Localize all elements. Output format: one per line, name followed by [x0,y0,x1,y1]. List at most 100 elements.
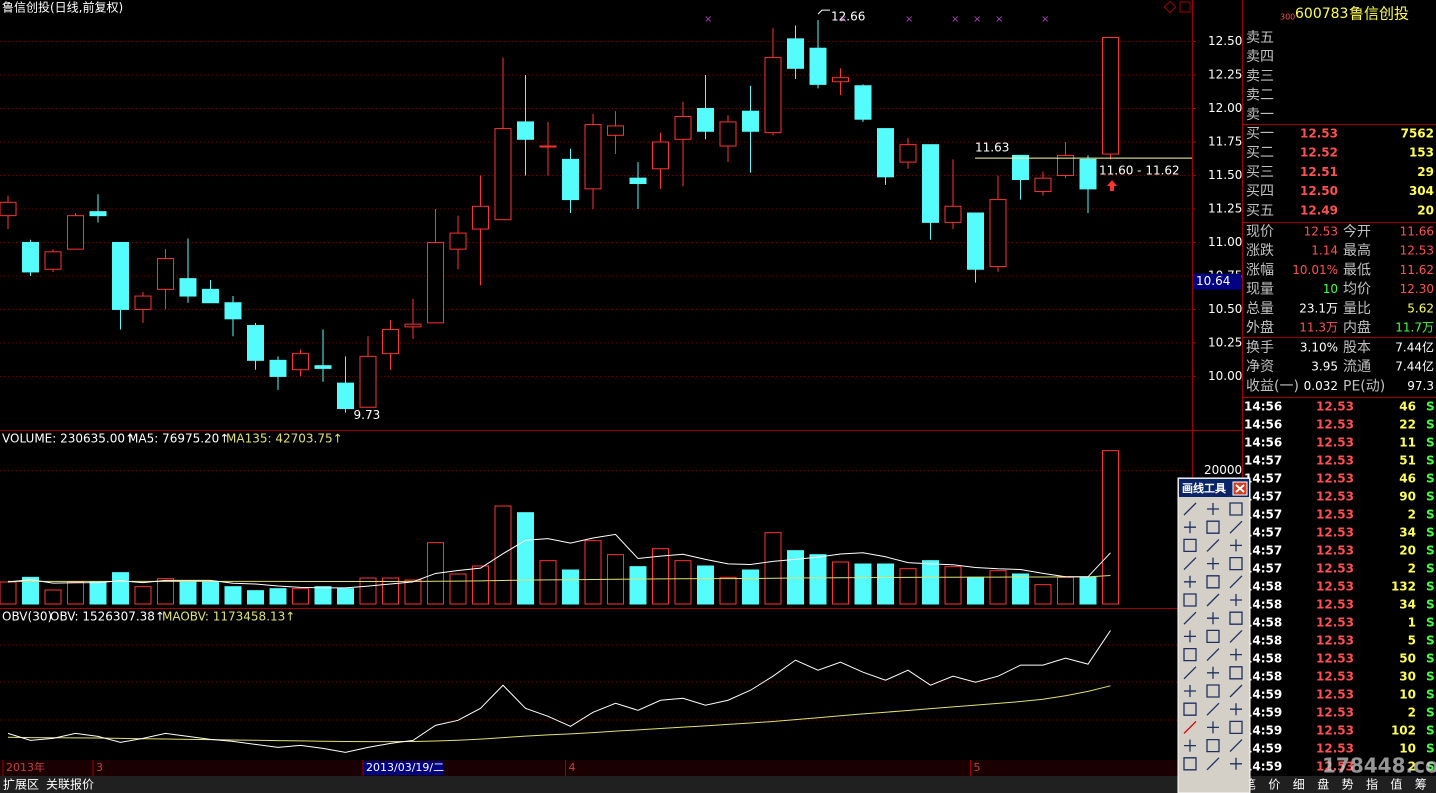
icon-window[interactable] [1179,1,1191,13]
tool-icon[interactable] [1229,720,1243,735]
right-tab[interactable]: 值 [1390,777,1402,792]
icon-diamond[interactable] [1163,0,1177,14]
tool-icon[interactable] [1230,539,1242,552]
tool-icon[interactable] [1207,666,1219,679]
tool-icon[interactable] [1183,538,1197,553]
tool-icon[interactable] [1206,629,1220,644]
bid-volume: 7562 [1401,127,1434,141]
tool-icon[interactable] [1183,502,1197,516]
tick-time: 14:57 [1244,526,1282,540]
tool-icon[interactable] [1206,593,1220,607]
tool-icon[interactable] [1229,502,1243,516]
volume-bar [202,581,219,605]
tool-icon[interactable] [1207,612,1219,625]
ma135-line [8,575,1111,583]
tick-price: 12.53 [1316,400,1354,414]
candle-body [494,128,512,221]
tool-icon[interactable] [1229,684,1243,698]
tool-icon[interactable] [1183,611,1197,625]
right-tab[interactable]: 价 [1268,778,1280,792]
tool-icon[interactable] [1183,557,1197,571]
date-bar [0,760,1242,776]
stat-value: 3.10% [1300,341,1338,355]
tool-icon[interactable] [1183,720,1197,734]
right-tab[interactable]: 盘 [1317,777,1329,792]
y-tick-label: 12.25 [1208,68,1242,82]
y-tick-label: 11.75 [1208,134,1242,148]
tool-icon[interactable] [1184,739,1196,752]
tool-icon[interactable] [1229,520,1243,534]
volume-bar [404,579,422,605]
tool-icon[interactable] [1183,593,1197,607]
tool-icon[interactable] [1230,648,1242,661]
tool-icon[interactable] [1184,685,1196,697]
tick-time: 14:58 [1244,652,1282,666]
candle-body [1012,154,1029,181]
tool-icon[interactable] [1183,666,1197,680]
bottom-tab[interactable]: 关联报价 [46,777,94,792]
right-tab-bar [1243,776,1436,793]
right-tab[interactable]: 指 [1366,777,1378,792]
volume-bar [742,569,759,605]
tick-price: 12.53 [1316,706,1354,720]
volume-bar [944,566,962,605]
stat-label: 现价 [1246,224,1274,240]
tick-volume: 90 [1399,490,1416,504]
low-label: 9.73 [354,408,381,422]
volume-bar [1034,584,1052,605]
tool-icon[interactable] [1229,575,1243,589]
maobv-line [7,685,1111,743]
tool-icon[interactable] [1229,611,1243,625]
tool-icon[interactable] [1206,738,1220,753]
volume-bar [877,563,894,605]
tool-icon[interactable] [1183,647,1197,662]
tool-icon[interactable] [1206,702,1220,716]
tool-icon[interactable] [1206,757,1220,771]
tool-icon[interactable] [1183,757,1197,771]
tick-volume: 102 [1391,724,1416,738]
tool-icon[interactable] [1206,648,1220,662]
volume-bar [89,581,107,605]
tool-icon[interactable] [1229,739,1243,753]
tool-icon[interactable] [1207,557,1219,570]
tick-flag: S [1426,418,1435,432]
volume-bar [854,563,872,605]
tool-icon[interactable] [1229,666,1243,680]
candle-body [449,232,467,250]
tick-flag: S [1426,634,1435,648]
ask-label: 卖三 [1246,68,1274,84]
tool-icon[interactable] [1206,684,1220,698]
tick-flag: S [1426,580,1435,594]
tool-icon[interactable] [1184,575,1196,588]
tool-icon[interactable] [1230,757,1242,770]
y-tick-label: 10.50 [1208,302,1242,316]
tool-icon[interactable] [1184,630,1196,643]
tool-icon[interactable] [1206,575,1220,589]
candle-body [22,241,39,273]
name: 鲁信创投 [1349,5,1409,23]
tool-icon[interactable] [1207,503,1219,515]
candle-body [562,158,579,201]
tick-flag: S [1426,760,1435,774]
tool-icon[interactable] [1206,520,1220,534]
candle-body [382,329,399,355]
tool-icon[interactable] [1207,721,1219,734]
right-tab[interactable]: 筹 [1415,778,1427,792]
right-tab[interactable]: 细 [1293,778,1305,792]
tool-icon[interactable] [1229,629,1243,643]
obv-label: OBV: 1526307.38↑ [50,610,165,624]
candle-body [112,241,129,310]
tool-icon[interactable] [1229,556,1243,571]
candle-body [809,47,827,85]
candle-body [517,121,534,140]
stat-label: 外盘 [1246,319,1274,336]
stat-label: 涨幅 [1246,262,1274,278]
tool-icon[interactable] [1183,702,1197,716]
tool-icon[interactable] [1230,594,1242,606]
right-tab[interactable]: 势 [1342,778,1354,792]
tool-icon[interactable] [1184,521,1196,534]
bottom-tab[interactable]: 扩展区 [3,778,39,792]
tool-icon[interactable] [1230,703,1242,716]
tool-icon[interactable] [1206,538,1220,552]
stat-label: 量比 [1343,301,1371,317]
